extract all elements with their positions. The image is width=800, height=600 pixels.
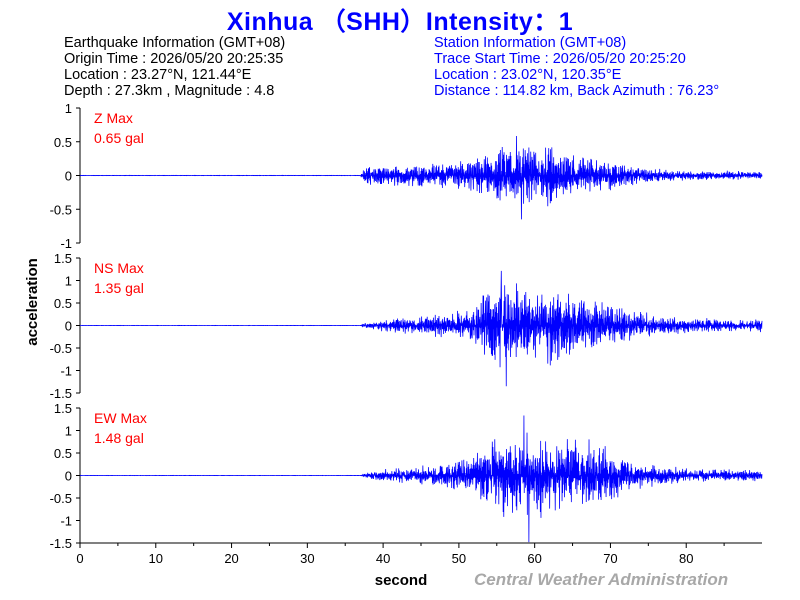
y-tick-label: -0.5 xyxy=(50,341,72,356)
y-tick-label: -1 xyxy=(60,236,72,251)
x-tick-label: 70 xyxy=(603,551,617,566)
y-tick-label: -1.5 xyxy=(50,386,72,401)
x-tick-label: 30 xyxy=(300,551,314,566)
earthquake-info-header: Earthquake Information (GMT+08) xyxy=(64,35,286,51)
agency-credit: Central Weather Administration xyxy=(474,570,729,589)
origin-time: Origin Time : 2026/05/20 20:25:35 xyxy=(64,51,284,67)
x-tick-label: 50 xyxy=(452,551,466,566)
waveform-z xyxy=(79,136,763,220)
x-tick-label: 60 xyxy=(527,551,541,566)
max-value-z: 0.65 gal xyxy=(94,130,144,146)
y-tick-label: 0.5 xyxy=(54,296,72,311)
y-tick-label: 1 xyxy=(65,274,72,289)
x-tick-label: 0 xyxy=(76,551,83,566)
max-value-ns: 1.35 gal xyxy=(94,280,144,296)
epicenter-location: Location : 23.27°N, 121.44°E xyxy=(64,67,252,83)
max-value-ew: 1.48 gal xyxy=(94,430,144,446)
x-axis-label: second xyxy=(375,572,428,589)
y-tick-label: 1.5 xyxy=(54,251,72,266)
max-title-ew: EW Max xyxy=(94,410,147,426)
y-tick-label: 0 xyxy=(65,169,72,184)
y-tick-label: 1 xyxy=(65,424,72,439)
earthquake-info: Earthquake Information (GMT+08) Origin T… xyxy=(64,35,285,99)
y-tick-label: 1.5 xyxy=(54,401,72,416)
y-tick-label: -1 xyxy=(60,514,72,529)
y-tick-label: 0 xyxy=(65,469,72,484)
waveform-ew xyxy=(79,415,763,543)
x-tick-label: 40 xyxy=(376,551,390,566)
station-location: Location : 23.02°N, 120.35°E xyxy=(434,67,622,83)
y-tick-label: -0.5 xyxy=(50,202,72,217)
y-tick-label: 0.5 xyxy=(54,446,72,461)
max-title-ns: NS Max xyxy=(94,260,144,276)
y-tick-label: 1 xyxy=(65,101,72,116)
distance-azimuth: Distance : 114.82 km, Back Azimuth : 76.… xyxy=(434,83,720,99)
station-info: Station Information (GMT+08) Trace Start… xyxy=(434,35,719,99)
y-tick-label: -0.5 xyxy=(50,491,72,506)
x-tick-label: 10 xyxy=(149,551,163,566)
y-tick-label: -1.5 xyxy=(50,536,72,551)
y-tick-label: 0.5 xyxy=(54,135,72,150)
y-axis-label: acceleration xyxy=(24,258,41,346)
chart-title: Xinhua （SHH）Intensity：1 xyxy=(226,8,574,36)
max-title-z: Z Max xyxy=(94,110,133,126)
y-tick-label: -1 xyxy=(60,364,72,379)
depth-magnitude: Depth : 27.3km , Magnitude : 4.8 xyxy=(64,83,275,99)
x-tick-label: 80 xyxy=(679,551,693,566)
y-tick-label: 0 xyxy=(65,319,72,334)
waveform-ns xyxy=(79,270,763,387)
trace-start-time: Trace Start Time : 2026/05/20 20:25:20 xyxy=(434,51,686,67)
x-tick-label: 20 xyxy=(224,551,238,566)
station-info-header: Station Information (GMT+08) xyxy=(434,35,627,51)
